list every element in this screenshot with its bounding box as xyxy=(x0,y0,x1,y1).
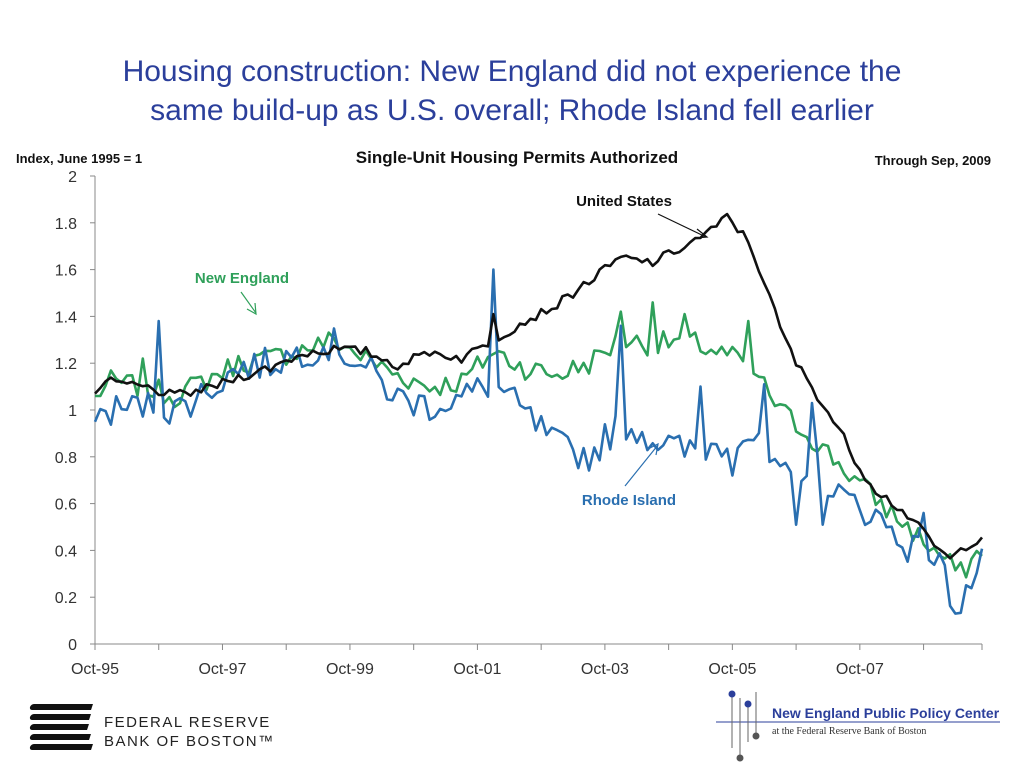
x-tick-label: Oct-05 xyxy=(708,661,756,678)
frb-logo-bar xyxy=(29,704,93,710)
annotation-new-england: New England xyxy=(195,270,289,316)
series-lines xyxy=(93,212,984,615)
y-tick-label: 2 xyxy=(68,169,77,186)
x-axis: Oct-95 Oct-97 Oct-99 Oct-01 Oct-03 Oct-05 Oct-… xyxy=(71,643,983,678)
annotation-label-rhode-island: Rhode Island xyxy=(582,492,676,509)
y-tick-label: 1 xyxy=(68,403,77,420)
slide-title: Housing construction: New England did no… xyxy=(40,52,984,130)
frb-boston-logo: FEDERAL RESERVE BANK OF BOSTON™ xyxy=(29,700,310,756)
annotation-arrow-rhode-island xyxy=(624,444,659,487)
frb-logo-line1: FEDERAL RESERVE xyxy=(104,714,271,731)
annotation-label-united-states: United States xyxy=(576,193,672,210)
annotation-arrow-new-england xyxy=(240,291,257,314)
x-tick-label: Oct-95 xyxy=(71,661,119,678)
x-tick-label: Oct-99 xyxy=(326,661,374,678)
neppc-logo-mark xyxy=(716,690,772,762)
x-tick-label: Oct-01 xyxy=(453,661,501,678)
neppc-rule xyxy=(770,721,1000,723)
annotation-arrowhead-rhode-island xyxy=(647,442,659,456)
neppc-subtitle: at the Federal Reserve Bank of Boston xyxy=(772,726,927,737)
series-line-united-states xyxy=(94,212,984,560)
y-axis-label: Index, June 1995 = 1 xyxy=(16,151,142,166)
neppc-logo: New England Public Policy Center at the … xyxy=(712,686,1012,764)
annotation-arrowhead-new-england xyxy=(246,302,257,316)
chart: Single-Unit Housing Permits Authorized I… xyxy=(16,148,991,678)
series-line-new-england xyxy=(95,301,983,579)
y-tick-label: 0.2 xyxy=(55,590,77,607)
neppc-name: New England Public Policy Center xyxy=(772,705,1000,721)
x-tick-label: Oct-03 xyxy=(581,661,629,678)
frb-logo-bar xyxy=(29,744,93,750)
y-tick-label: 0 xyxy=(68,637,77,654)
annotation-rhode-island: Rhode Island xyxy=(582,442,676,509)
frb-logo-bar xyxy=(29,714,91,720)
y-tick-label: 1.6 xyxy=(55,263,77,280)
y-tick-label: 1.2 xyxy=(55,356,77,373)
y-tick-label: 0.8 xyxy=(55,450,77,467)
series-line-rhode-island xyxy=(93,268,984,615)
slide-title-line2: same build-up as U.S. overall; Rhode Isl… xyxy=(150,94,874,127)
y-tick-label: 1.4 xyxy=(55,309,77,326)
x-tick-label: Oct-97 xyxy=(198,661,246,678)
frb-logo-bar xyxy=(29,734,91,740)
annotation-label-new-england: New England xyxy=(195,270,289,287)
y-axis: 0 0.2 0.4 0.6 0.8 1 1.2 1.4 1.6 1.8 2 xyxy=(55,169,96,654)
frb-logo-bar xyxy=(29,724,89,730)
annotation-arrowhead-united-states xyxy=(694,228,709,239)
slide-title-line1: Housing construction: New England did no… xyxy=(122,55,902,88)
annotation-united-states: United States xyxy=(576,193,709,239)
frb-logo-line2: BANK OF BOSTON™ xyxy=(104,733,275,750)
frb-boston-logo-mark xyxy=(29,704,93,750)
chart-title: Single-Unit Housing Permits Authorized xyxy=(356,148,678,167)
x-tick-label: Oct-07 xyxy=(836,661,884,678)
y-tick-label: 0.6 xyxy=(55,497,77,514)
y-tick-label: 1.8 xyxy=(55,216,77,233)
date-note: Through Sep, 2009 xyxy=(875,153,991,168)
annotation-arrow-united-states xyxy=(657,213,707,238)
y-tick-label: 0.4 xyxy=(55,543,77,560)
